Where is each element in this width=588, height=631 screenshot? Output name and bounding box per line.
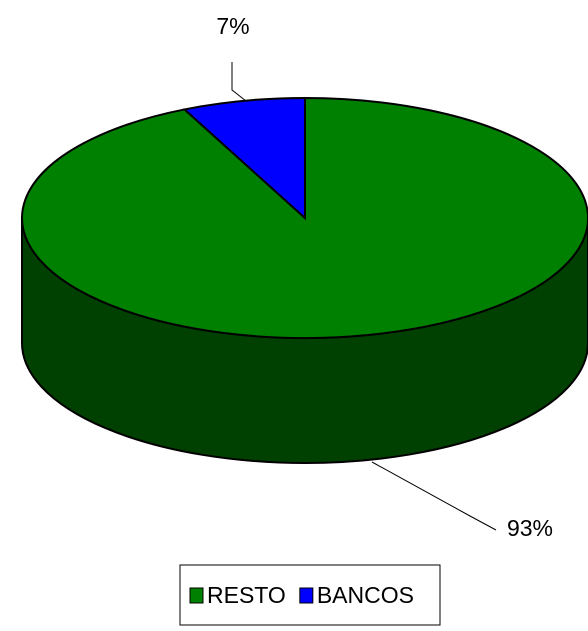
legend-label: RESTO <box>207 582 286 608</box>
legend-swatch <box>189 587 204 604</box>
pie-slice <box>182 96 306 221</box>
leader-line <box>231 62 247 102</box>
legend: RESTO BANCOS <box>189 582 414 608</box>
leader-line <box>371 461 497 531</box>
legend-label: BANCOS <box>317 582 414 608</box>
data-label: 93% <box>507 515 553 541</box>
pie <box>21 96 588 464</box>
labels: 93% 7% <box>216 13 553 541</box>
pie-slice <box>21 96 588 339</box>
legend-swatch <box>299 587 314 604</box>
data-label: 7% <box>216 13 249 39</box>
